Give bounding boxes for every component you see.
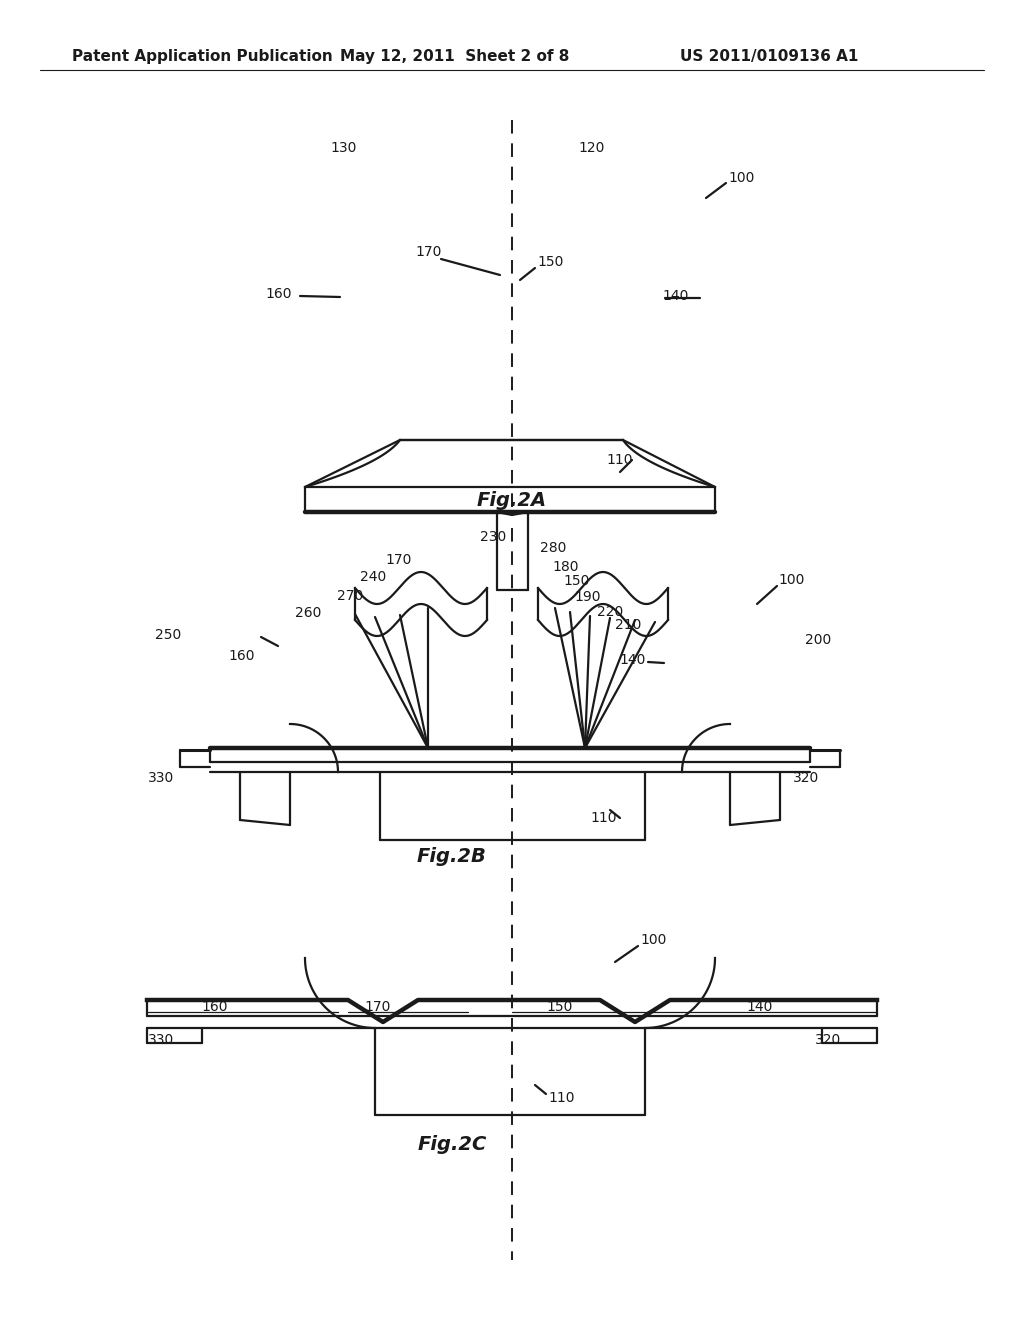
Text: 140: 140 xyxy=(746,1001,773,1014)
Text: 270: 270 xyxy=(337,589,364,603)
Text: 140: 140 xyxy=(662,289,688,304)
Text: 210: 210 xyxy=(615,618,641,632)
Text: 330: 330 xyxy=(148,1034,174,1047)
Text: 320: 320 xyxy=(793,771,819,785)
Text: 220: 220 xyxy=(597,605,624,619)
Text: Fig.2C: Fig.2C xyxy=(418,1135,486,1155)
Text: 320: 320 xyxy=(815,1034,842,1047)
Text: 150: 150 xyxy=(547,1001,573,1014)
Text: 160: 160 xyxy=(202,1001,228,1014)
Text: Patent Application Publication: Patent Application Publication xyxy=(72,49,333,65)
Text: 100: 100 xyxy=(728,172,755,185)
Text: 110: 110 xyxy=(606,453,633,467)
Text: 100: 100 xyxy=(640,933,667,946)
Text: 150: 150 xyxy=(563,574,590,587)
Text: 260: 260 xyxy=(295,606,322,620)
Text: Fig.2A: Fig.2A xyxy=(477,491,547,510)
Text: 120: 120 xyxy=(578,141,604,154)
Text: 170: 170 xyxy=(365,1001,391,1014)
Text: 200: 200 xyxy=(805,634,831,647)
Text: 130: 130 xyxy=(330,141,356,154)
Text: 170: 170 xyxy=(415,246,441,259)
Text: 150: 150 xyxy=(537,255,563,269)
Text: 100: 100 xyxy=(778,573,805,587)
Text: 160: 160 xyxy=(228,649,255,663)
Text: 170: 170 xyxy=(385,553,412,568)
Text: 250: 250 xyxy=(155,628,181,642)
Text: 110: 110 xyxy=(590,810,616,825)
Text: 160: 160 xyxy=(265,286,292,301)
Text: 280: 280 xyxy=(540,541,566,554)
Text: 180: 180 xyxy=(552,560,579,574)
Text: Fig.2B: Fig.2B xyxy=(417,847,487,866)
Text: 230: 230 xyxy=(480,531,506,544)
Text: 190: 190 xyxy=(574,590,600,605)
Text: May 12, 2011  Sheet 2 of 8: May 12, 2011 Sheet 2 of 8 xyxy=(340,49,569,65)
Text: US 2011/0109136 A1: US 2011/0109136 A1 xyxy=(680,49,858,65)
Text: 110: 110 xyxy=(548,1092,574,1105)
Text: 330: 330 xyxy=(148,771,174,785)
Text: 140: 140 xyxy=(618,653,645,667)
Text: 240: 240 xyxy=(360,570,386,583)
